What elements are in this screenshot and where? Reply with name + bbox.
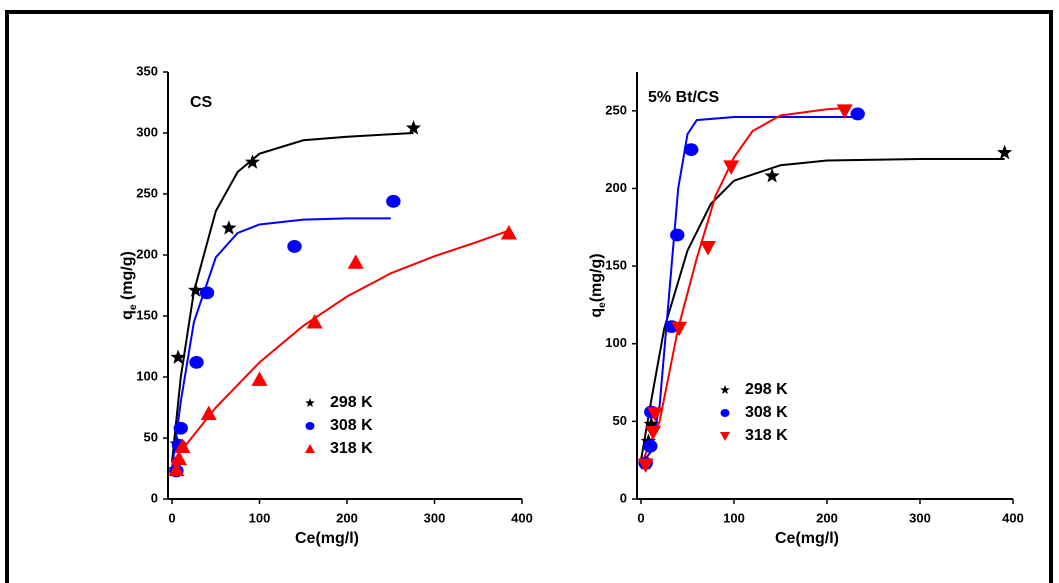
- triangle-marker: [723, 160, 740, 175]
- star-marker: [405, 120, 422, 135]
- star-marker: [221, 220, 237, 235]
- triangle-marker: [347, 254, 364, 269]
- fit-curve: [171, 132, 414, 463]
- triangle-marker: [168, 461, 185, 477]
- star-marker: [720, 385, 730, 394]
- y-tick-label: 50: [613, 413, 627, 428]
- circle-marker: [643, 439, 658, 453]
- x-tick-label: 0: [168, 510, 175, 525]
- y-tick-label: 100: [136, 368, 158, 383]
- y-label-part: e: [128, 304, 139, 310]
- circle-marker: [189, 355, 204, 369]
- triangle-marker: [637, 458, 654, 473]
- triangle-marker: [699, 241, 716, 256]
- x-tick-label: 400: [511, 510, 533, 525]
- triangle-marker: [305, 444, 315, 453]
- circle-marker: [199, 286, 215, 300]
- panel-title: 5% Bt/CS: [648, 89, 719, 106]
- y-tick-label: 100: [605, 335, 627, 350]
- y-label-part: e: [597, 302, 608, 308]
- circle-marker: [386, 194, 401, 208]
- fit-curve: [171, 229, 510, 464]
- fit-curve: [640, 158, 1005, 461]
- x-tick-label: 400: [1002, 510, 1024, 525]
- x-tick-label: 200: [336, 510, 358, 525]
- x-axis-label: Ce(mg/l): [295, 530, 359, 547]
- triangle-marker: [646, 407, 663, 422]
- triangle-marker: [174, 438, 191, 453]
- x-tick-label: 200: [816, 510, 838, 525]
- x-tick-label: 100: [249, 510, 271, 525]
- y-tick-label: 250: [605, 102, 627, 117]
- y-axis-label: qe (mg/g): [119, 251, 138, 320]
- circle-marker: [684, 143, 699, 157]
- triangle-marker: [500, 225, 517, 240]
- y-tick-label: 50: [144, 429, 158, 444]
- triangle-marker: [251, 371, 268, 386]
- x-tick-label: 100: [723, 510, 745, 525]
- star-marker: [305, 398, 315, 407]
- star-marker: [170, 349, 186, 364]
- triangle-marker: [836, 104, 853, 119]
- circle-marker: [720, 409, 730, 417]
- star-marker: [997, 144, 1013, 160]
- star-marker: [764, 168, 780, 183]
- y-label-part: (mg/g): [588, 253, 605, 302]
- circle-marker: [173, 421, 188, 435]
- x-tick-label: 300: [424, 510, 446, 525]
- y-tick-label: 200: [605, 180, 627, 195]
- triangle-marker: [720, 432, 730, 441]
- x-axis-label: Ce(mg/l): [775, 530, 839, 547]
- panel-title: CS: [190, 94, 213, 111]
- legend-label: 318 K: [330, 440, 373, 457]
- circle-marker: [305, 422, 315, 430]
- legend-label: 298 K: [745, 381, 788, 398]
- star-marker: [188, 282, 204, 297]
- legend-label: 298 K: [330, 394, 373, 411]
- circle-marker: [670, 228, 685, 242]
- y-tick-label: 0: [151, 490, 158, 505]
- y-tick-label: 350: [136, 63, 158, 78]
- y-tick-label: 200: [136, 246, 158, 261]
- triangle-marker: [645, 425, 662, 441]
- y-label-part: q: [588, 308, 605, 318]
- triangle-marker: [306, 314, 323, 329]
- circle-marker: [850, 107, 865, 121]
- fit-curve: [171, 217, 391, 469]
- star-marker: [643, 416, 659, 431]
- y-label-part: (mg/g): [119, 251, 136, 304]
- legend-label: 308 K: [745, 404, 788, 421]
- y-axis-label: qe(mg/g): [588, 253, 607, 317]
- y-tick-label: 150: [136, 307, 158, 322]
- circle-marker: [287, 240, 302, 253]
- legend-label: 308 K: [330, 417, 373, 434]
- triangle-marker: [671, 321, 688, 337]
- triangle-marker: [171, 450, 187, 466]
- y-tick-label: 250: [136, 185, 158, 200]
- triangle-marker: [200, 405, 217, 420]
- legend-label: 318 K: [745, 427, 788, 444]
- y-tick-label: 300: [136, 124, 158, 139]
- x-tick-label: 300: [909, 510, 931, 525]
- fit-curve: [640, 106, 851, 466]
- x-tick-label: 0: [637, 510, 644, 525]
- y-tick-label: 0: [620, 490, 627, 505]
- y-tick-label: 150: [605, 258, 627, 273]
- y-label-part: q: [119, 310, 136, 320]
- frame: [5, 10, 1053, 583]
- star-marker: [244, 154, 261, 169]
